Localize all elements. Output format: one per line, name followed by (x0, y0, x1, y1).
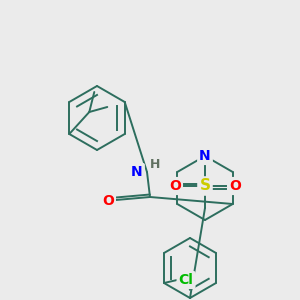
Text: H: H (150, 158, 160, 172)
Text: O: O (102, 194, 114, 208)
Text: N: N (131, 165, 143, 179)
Text: O: O (169, 179, 181, 193)
Text: N: N (199, 149, 211, 163)
Text: Cl: Cl (178, 273, 194, 287)
Text: S: S (200, 178, 211, 194)
Text: O: O (229, 179, 241, 193)
